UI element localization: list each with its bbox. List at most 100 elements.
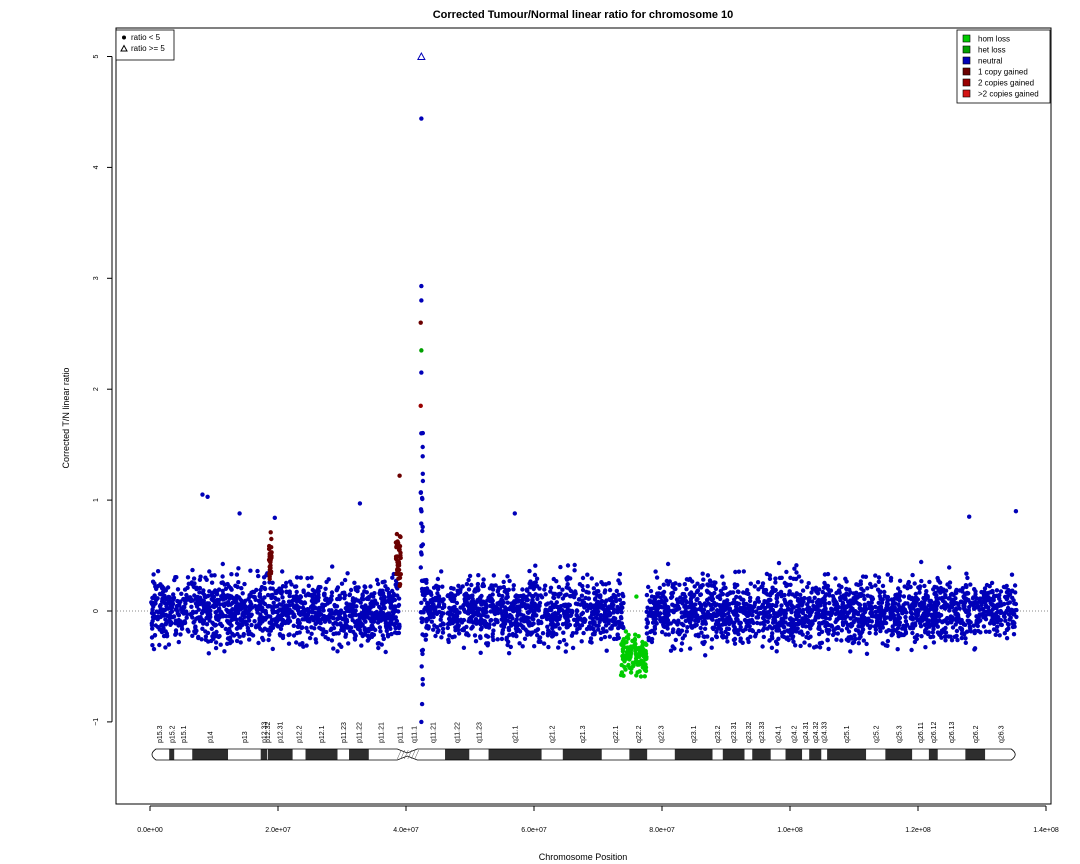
segment-1-copy-gained [393,531,403,589]
data-point [1007,617,1012,622]
data-point [709,637,715,642]
data-point [615,610,620,615]
data-point [690,613,695,618]
data-point [221,603,227,609]
data-point [268,565,273,571]
data-point [735,589,741,594]
data-point [869,584,874,590]
data-point [756,612,761,617]
data-point [901,632,907,638]
data-point [513,599,519,605]
state-legend-label: >2 copies gained [978,90,1039,99]
data-point [997,596,1002,601]
data-point [926,622,932,627]
data-point [876,606,881,611]
band-label: q21.3 [580,725,587,743]
data-point [668,648,674,653]
data-point [819,640,825,645]
data-point [271,600,276,605]
data-point [268,604,273,609]
data-point [904,622,910,627]
data-point [228,609,233,615]
data-point [717,617,722,623]
ideogram-band [965,749,986,760]
data-point [260,600,266,605]
data-point [839,628,844,633]
data-point [646,584,651,590]
data-point [827,616,832,621]
data-point [163,612,169,618]
data-point [656,604,662,609]
data-point [278,633,283,638]
data-point [359,631,365,636]
data-point [682,633,687,638]
data-point [557,626,562,631]
data-point [645,605,650,610]
data-point [916,608,921,614]
data-point [393,609,398,614]
data-point [422,597,427,602]
data-point [805,584,810,590]
data-point [846,629,852,634]
data-point [903,619,909,624]
data-point [799,579,804,584]
data-point [247,607,253,612]
data-point [1005,627,1010,632]
data-point [993,632,998,637]
data-point [474,621,479,626]
data-point [284,580,289,586]
data-point [200,492,205,497]
data-point [755,596,761,601]
data-point [860,574,866,579]
data-point [299,625,304,631]
data-point [853,636,858,642]
data-point [742,610,748,615]
data-point [539,595,545,600]
data-point [466,587,472,592]
data-point [446,610,452,615]
data-point [582,605,587,610]
data-point [752,602,757,608]
data-point [958,599,964,604]
data-point [568,588,574,594]
data-point [826,646,831,652]
data-point [732,625,737,630]
data-point [884,629,889,634]
data-point [732,641,738,646]
band-label: p14 [208,731,215,743]
data-point [297,630,302,635]
data-point [796,613,802,619]
data-point [882,611,887,616]
data-point [436,604,442,609]
data-point [363,584,368,590]
data-point [535,596,540,602]
data-point [695,581,700,586]
data-point-triangle [417,51,426,60]
data-point [975,623,980,629]
data-point [761,634,766,640]
data-point [179,591,184,596]
data-point [395,539,400,544]
data-point [197,590,202,595]
data-point [928,634,933,640]
data-point [265,592,271,598]
data-point [225,630,230,636]
data-point [844,626,850,631]
data-point [502,589,507,594]
data-point [663,632,668,637]
data-point [659,598,665,604]
data-point [155,569,161,574]
data-point [473,639,479,644]
data-point [212,599,217,605]
ideogram-band [469,749,489,760]
data-point [760,644,765,649]
data-point [437,609,442,615]
data-point [730,590,736,595]
data-point [1002,614,1007,620]
band-label: q25.1 [844,725,851,743]
data-point [716,621,721,626]
data-point [549,634,555,639]
data-point [459,620,465,625]
data-point [857,602,863,608]
